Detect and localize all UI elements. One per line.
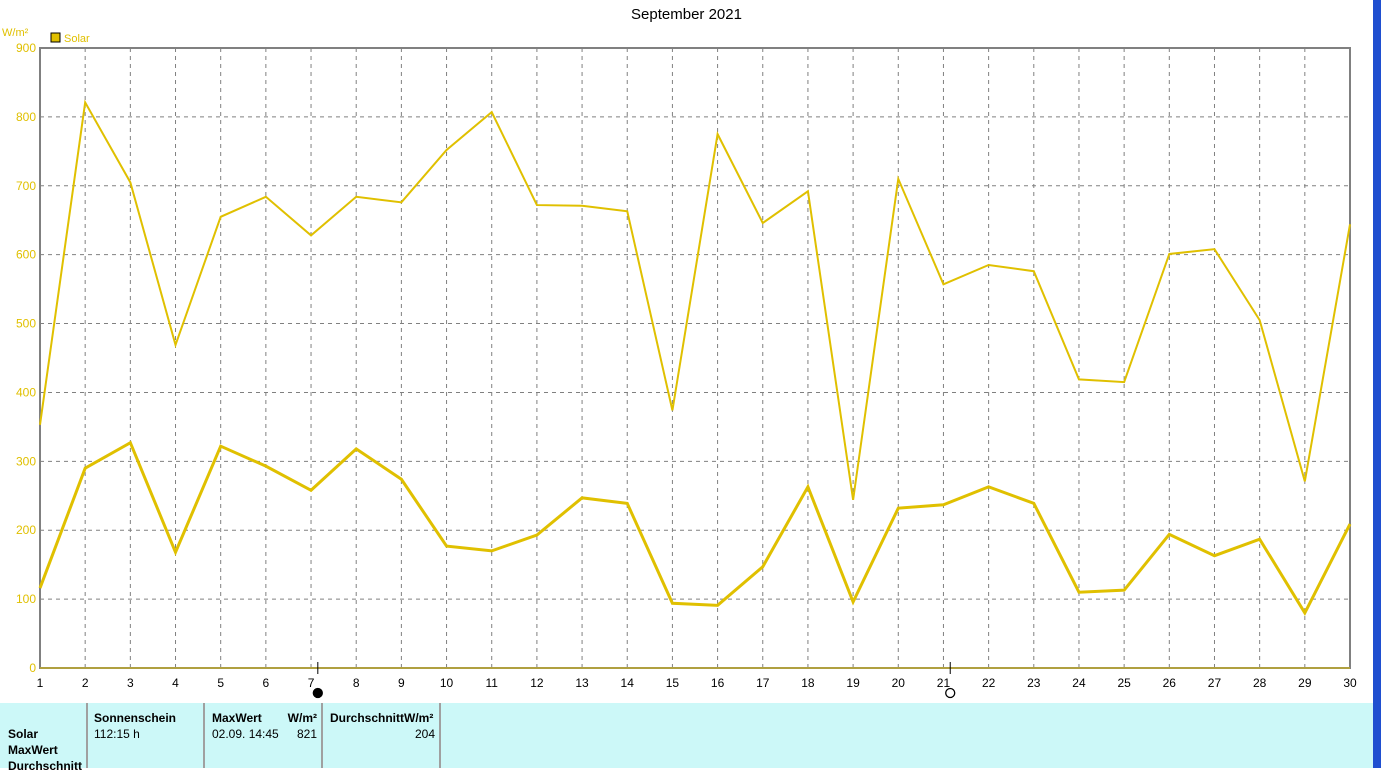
x-tick-label: 25 (1117, 676, 1131, 690)
x-tick-label: 3 (127, 676, 134, 690)
x-tick-label: 24 (1072, 676, 1086, 690)
x-tick-label: 15 (666, 676, 680, 690)
x-tick-label: 19 (846, 676, 860, 690)
max-column: MaxWert W/m² 02.09. 14:45 821 (205, 703, 323, 768)
x-tick-label: 13 (575, 676, 589, 690)
avg-column: DurchschnittW/m² 204 (323, 703, 441, 768)
x-tick-label: 9 (398, 676, 405, 690)
y-tick-label: 0 (29, 661, 36, 675)
x-tick-label: 29 (1298, 676, 1312, 690)
x-tick-label: 28 (1253, 676, 1267, 690)
x-tick-label: 18 (801, 676, 815, 690)
plot-frame (40, 48, 1350, 668)
legend-label: Solar (64, 33, 90, 45)
y-tick-label: 800 (16, 110, 36, 124)
x-tick-label: 1 (37, 676, 44, 690)
y-tick-label: 700 (16, 179, 36, 193)
x-tick-label: 11 (485, 676, 498, 690)
y-tick-label: 400 (16, 385, 36, 399)
avg-value: 204 (415, 727, 435, 741)
series-line-average (40, 443, 1350, 613)
full-moon-icon (946, 689, 955, 698)
max-value: 821 (297, 727, 317, 741)
y-axis-unit: W/m² (2, 27, 29, 39)
y-tick-label: 500 (16, 317, 36, 331)
x-tick-label: 23 (1027, 676, 1041, 690)
new-moon-icon (313, 689, 322, 698)
legend-swatch (51, 33, 60, 42)
x-tick-label: 2 (82, 676, 89, 690)
y-tick-label: 100 (16, 592, 36, 606)
x-tick-label: 26 (1163, 676, 1177, 690)
row-labels: Solar MaxWert Durchschnitt (0, 703, 88, 768)
desktop-edge (1373, 0, 1381, 768)
max-unit: W/m² (288, 711, 317, 725)
y-tick-label: 600 (16, 248, 36, 262)
x-tick-label: 12 (530, 676, 544, 690)
x-tick-label: 17 (756, 676, 770, 690)
x-tick-label: 16 (711, 676, 725, 690)
x-tick-label: 20 (892, 676, 906, 690)
sunshine-column: Sonnenschein 112:15 h (88, 703, 205, 768)
avg-header: DurchschnittW/m² (330, 711, 433, 725)
x-tick-label: 5 (217, 676, 224, 690)
x-tick-label: 27 (1208, 676, 1222, 690)
x-tick-label: 4 (172, 676, 179, 690)
x-tick-label: 10 (440, 676, 454, 690)
row-label-avg: Durchschnitt (8, 759, 82, 773)
x-tick-label: 21 (937, 676, 951, 690)
x-tick-label: 22 (982, 676, 996, 690)
row-label-solar: Solar (8, 727, 38, 741)
y-tick-label: 200 (16, 523, 36, 537)
y-tick-label: 900 (16, 41, 36, 55)
x-tick-label: 8 (353, 676, 360, 690)
max-time: 02.09. 14:45 (212, 727, 279, 741)
sunshine-value: 112:15 h (94, 727, 140, 741)
y-tick-label: 300 (16, 454, 36, 468)
sunshine-header: Sonnenschein (94, 711, 176, 725)
summary-panel: Solar MaxWert Durchschnitt Sonnenschein … (0, 703, 1373, 768)
max-header: MaxWert (212, 711, 262, 725)
x-tick-label: 6 (263, 676, 270, 690)
x-tick-label: 7 (308, 676, 315, 690)
series-line-max (40, 102, 1350, 499)
row-label-max: MaxWert (8, 743, 58, 757)
x-tick-label: 14 (621, 676, 635, 690)
x-tick-label: 30 (1343, 676, 1357, 690)
